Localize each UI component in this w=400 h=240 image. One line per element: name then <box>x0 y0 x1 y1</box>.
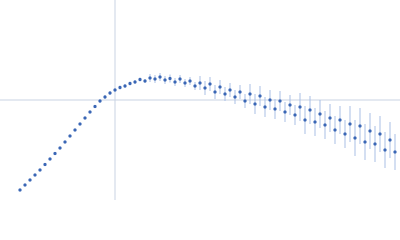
data-point <box>68 134 72 138</box>
data-point <box>343 132 347 136</box>
data-point <box>278 99 282 103</box>
data-point <box>283 110 287 114</box>
data-point <box>293 113 297 117</box>
data-point <box>83 116 87 120</box>
data-point <box>88 110 92 114</box>
data-point <box>98 99 102 103</box>
data-point <box>248 92 252 96</box>
data-point <box>198 81 202 85</box>
data-point <box>103 95 107 99</box>
data-point <box>358 124 362 128</box>
data-point <box>153 77 157 81</box>
data-point <box>53 151 57 156</box>
data-point <box>178 77 182 81</box>
data-point <box>23 183 27 187</box>
data-point <box>158 75 162 79</box>
data-point <box>38 168 42 172</box>
data-point <box>243 99 247 103</box>
data-point <box>123 84 127 88</box>
data-point <box>378 132 382 136</box>
data-point <box>303 118 307 122</box>
data-point <box>328 116 332 120</box>
data-point <box>143 79 147 83</box>
data-point <box>393 150 397 154</box>
data-point <box>318 112 322 116</box>
data-point <box>353 136 357 140</box>
data-point <box>113 88 117 92</box>
data-point <box>73 128 77 132</box>
data-point <box>368 129 372 133</box>
data-point <box>273 107 277 111</box>
data-point <box>108 91 112 95</box>
data-point <box>253 102 257 106</box>
data-point <box>373 142 377 146</box>
data-point <box>268 98 272 102</box>
data-point <box>43 162 47 167</box>
data-point <box>333 128 337 132</box>
data-point <box>128 81 132 86</box>
data-point <box>173 80 177 84</box>
data-point <box>288 103 292 107</box>
data-point <box>313 120 317 124</box>
data-point <box>183 81 187 85</box>
data-point <box>58 146 62 150</box>
data-point <box>193 84 197 88</box>
data-point <box>298 105 302 109</box>
data-point <box>18 188 22 192</box>
data-point <box>388 138 392 142</box>
data-point <box>233 95 237 99</box>
chart <box>0 0 400 200</box>
data-point <box>203 86 207 90</box>
data-point <box>138 77 142 82</box>
data-point <box>323 123 327 127</box>
data-point <box>238 90 242 94</box>
data-point <box>93 104 97 109</box>
data-point <box>223 92 227 96</box>
data-point <box>213 90 217 94</box>
data-point <box>28 178 32 182</box>
data-point <box>63 140 67 144</box>
data-point <box>338 118 342 122</box>
data-point <box>148 76 152 80</box>
data-point <box>228 88 232 92</box>
data-point <box>308 108 312 112</box>
data-point <box>363 140 367 144</box>
data-point <box>208 82 212 86</box>
data-point <box>263 105 267 109</box>
data-point <box>348 122 352 126</box>
data-point <box>383 148 387 152</box>
data-point <box>258 94 262 98</box>
data-point <box>78 122 82 126</box>
data-point <box>33 173 37 177</box>
data-point <box>48 157 52 161</box>
data-point <box>118 85 122 90</box>
data-point <box>188 79 192 83</box>
data-point <box>133 80 137 84</box>
data-point <box>168 76 172 81</box>
data-point <box>218 85 222 89</box>
data-point <box>163 78 167 82</box>
